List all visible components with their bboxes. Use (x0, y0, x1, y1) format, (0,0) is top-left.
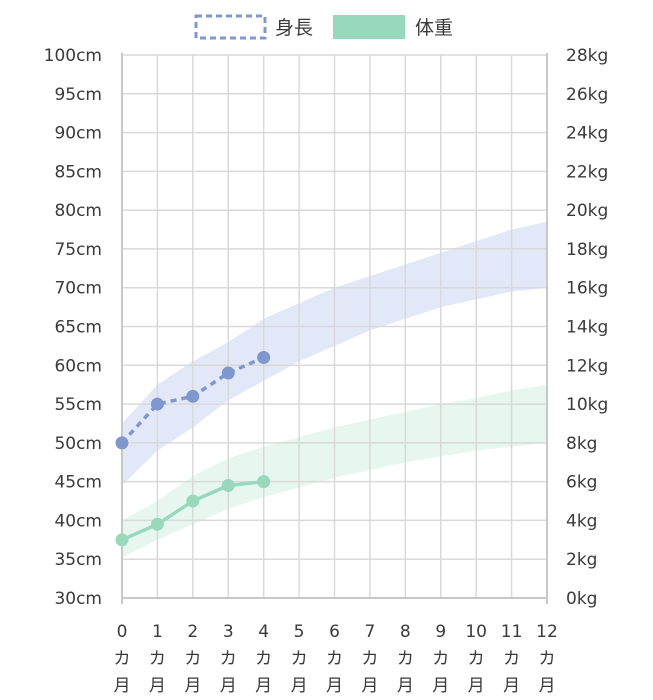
y-left-tick-label: 30cm (54, 589, 102, 609)
data-point-height (186, 389, 200, 403)
series-height (115, 351, 271, 450)
y-left-tick-label: 50cm (54, 434, 102, 454)
y-right-tick-label: 0kg (566, 589, 597, 609)
x-tick-label: 0 カ月 (114, 622, 131, 696)
data-point-weight (150, 517, 164, 531)
data-point-height (221, 366, 235, 380)
y-right-tick-label: 8kg (566, 434, 597, 454)
data-point-weight (221, 479, 235, 493)
y-right-tick-label: 16kg (566, 279, 608, 299)
y-left-tick-label: 100cm (44, 46, 102, 66)
legend: 身長 体重 (194, 14, 453, 40)
series-weight (115, 475, 271, 547)
y-left-tick-label: 35cm (54, 550, 102, 570)
y-axis-left-ticks: 30cm 35cm 40cm 45cm 50cm 55cm 60cm 65cm 70cm 75cm… (44, 46, 102, 609)
y-left-tick-label: 65cm (54, 318, 102, 338)
y-right-tick-label: 12kg (566, 356, 608, 376)
y-right-tick-label: 6kg (566, 473, 597, 493)
data-point-height (115, 436, 129, 450)
x-tick-label: 3 カ月 (220, 622, 237, 696)
x-tick-label: 4 カ月 (255, 622, 272, 696)
y-right-tick-label: 28kg (566, 46, 608, 66)
y-right-tick-label: 22kg (566, 162, 608, 182)
data-point-weight (257, 475, 271, 489)
x-tick-label: 9 カ月 (432, 622, 449, 696)
data-point-weight (115, 533, 129, 547)
y-right-tick-label: 24kg (566, 124, 608, 144)
data-point-height (150, 397, 164, 411)
y-left-tick-label: 75cm (54, 240, 102, 260)
y-left-tick-label: 45cm (54, 473, 102, 493)
x-tick-label: 1 カ月 (149, 622, 166, 696)
y-right-tick-label: 10kg (566, 395, 608, 415)
x-tick-label: 10 カ月 (465, 622, 487, 696)
y-right-tick-label: 14kg (566, 318, 608, 338)
legend-label-height: 身長 (275, 17, 313, 39)
y-right-tick-label: 2kg (566, 550, 597, 570)
legend-swatch-weight (333, 15, 405, 39)
y-left-tick-label: 70cm (54, 279, 102, 299)
y-left-tick-label: 90cm (54, 124, 102, 144)
x-tick-label: 11 カ月 (501, 622, 523, 696)
y-left-tick-label: 95cm (54, 85, 102, 105)
y-axis-right-ticks: 0kg 2kg 4kg 6kg 8kg 10kg 12kg 14kg 16kg 18kg 20kg 2… (566, 46, 608, 609)
y-right-tick-label: 20kg (566, 201, 608, 221)
legend-label-weight: 体重 (415, 17, 453, 39)
data-point-height (257, 351, 271, 365)
x-tick-label: 6 カ月 (326, 622, 343, 696)
x-tick-label: 2 カ月 (184, 622, 201, 696)
x-tick-label: 7 カ月 (361, 622, 378, 696)
y-right-tick-label: 26kg (566, 85, 608, 105)
y-left-tick-label: 85cm (54, 162, 102, 182)
y-right-tick-label: 18kg (566, 240, 608, 260)
x-tick-label: 12 カ月 (536, 622, 558, 696)
x-axis-ticks: 0 カ月 1 カ月 2 カ月 3 カ月 4 カ月 5 カ月 6 カ月 7 カ月 8 カ月 9 カ月 10 カ月 11 カ月 12… (114, 622, 558, 696)
y-left-tick-label: 40cm (54, 511, 102, 531)
y-left-tick-label: 60cm (54, 356, 102, 376)
y-left-tick-label: 55cm (54, 395, 102, 415)
data-point-weight (186, 494, 200, 508)
x-tick-label: 8 カ月 (397, 622, 414, 696)
legend-swatch-height (194, 14, 267, 40)
y-right-tick-label: 4kg (566, 511, 597, 531)
x-tick-label: 5 カ月 (291, 622, 308, 696)
y-left-tick-label: 80cm (54, 201, 102, 221)
